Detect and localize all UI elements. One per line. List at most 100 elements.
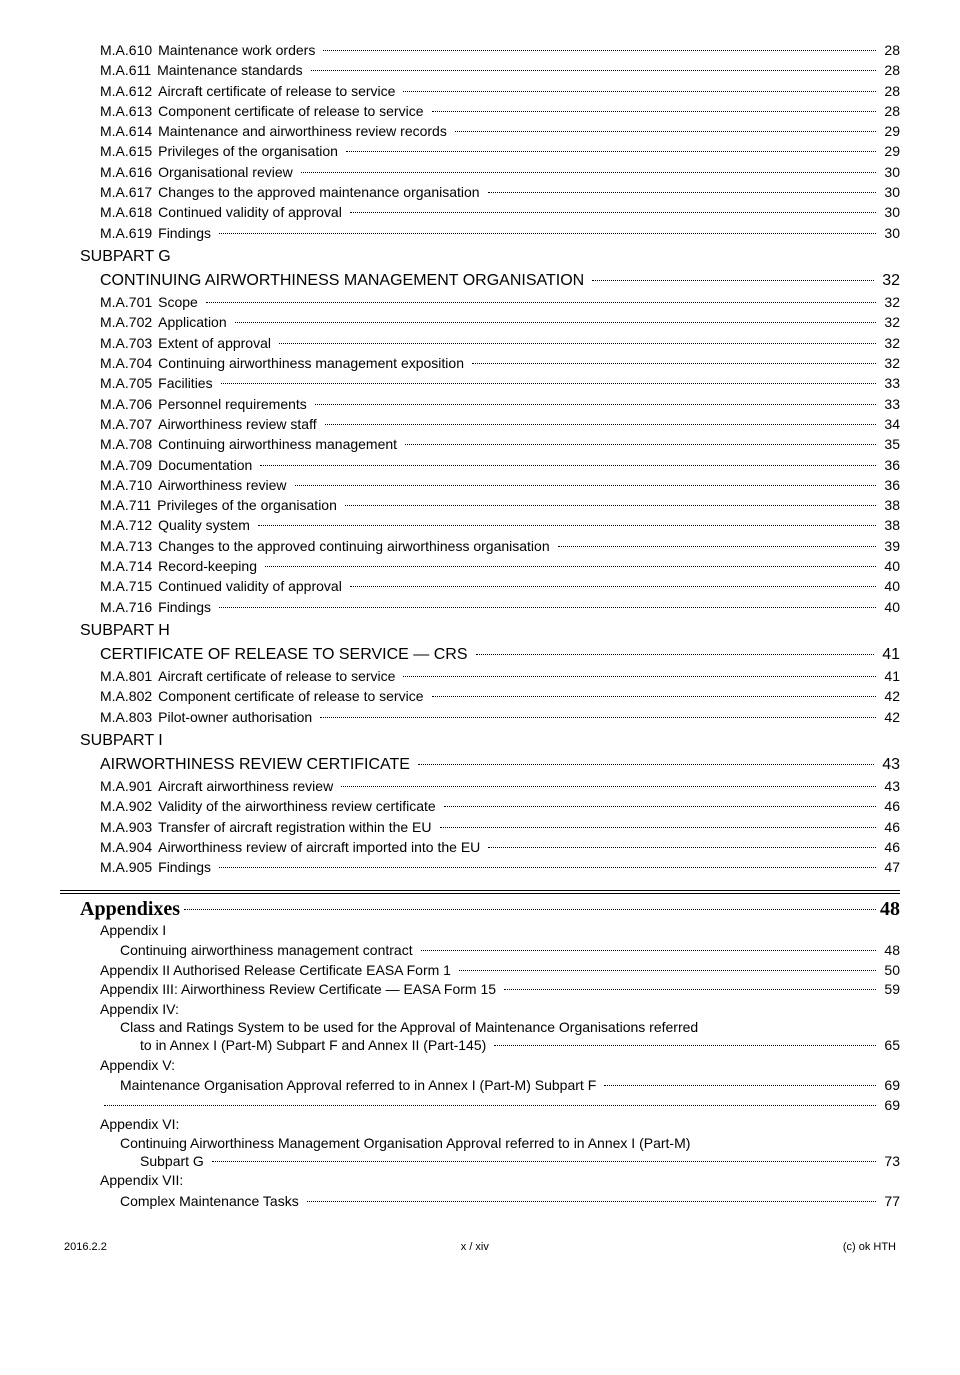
toc-item: M.A.905Findings47: [60, 857, 900, 877]
appendix-heading: Appendix IV:: [60, 1000, 900, 1020]
toc-code: M.A.703: [100, 333, 158, 353]
toc-code: M.A.708: [100, 434, 158, 454]
toc-leader: [455, 131, 877, 132]
toc-item: M.A.706Personnel requirements33: [60, 394, 900, 414]
toc-item: M.A.714Record-keeping40: [60, 556, 900, 576]
toc-item: M.A.618Continued validity of approval30: [60, 202, 900, 222]
toc-code: M.A.617: [100, 182, 158, 202]
toc-item: M.A.711Privileges of the organisation38: [60, 495, 900, 515]
toc-page: 39: [880, 536, 900, 556]
toc-code: M.A.707: [100, 414, 158, 434]
toc-label: Component certificate of release to serv…: [158, 686, 427, 706]
toc-page: 77: [880, 1191, 900, 1211]
toc-page: 33: [880, 394, 900, 414]
appendix-subline: Maintenance Organisation Approval referr…: [60, 1075, 900, 1095]
toc-leader: [403, 91, 876, 92]
toc-leader: [432, 111, 877, 112]
toc-label: Findings: [158, 223, 215, 243]
toc-leader: [350, 212, 877, 213]
toc-page: 30: [880, 223, 900, 243]
toc-page: 29: [880, 141, 900, 161]
appendixes-section: Appendixes48Appendix IContinuing airwort…: [60, 890, 900, 1211]
toc-leader: [212, 1161, 877, 1162]
toc-code: M.A.905: [100, 857, 158, 877]
toc-code: M.A.704: [100, 353, 158, 373]
toc-code: M.A.711: [100, 495, 157, 515]
toc-page: 43: [878, 753, 900, 776]
toc-label: Personnel requirements: [158, 394, 311, 414]
toc-item: M.A.611Maintenance standards28: [60, 60, 900, 80]
footer-right: (c) ok HTH: [843, 1241, 896, 1253]
appendix-wrapped-end: to in Annex I (Part-M) Subpart F and Ann…: [60, 1035, 900, 1055]
toc-code: M.A.614: [100, 121, 158, 141]
toc-page: 36: [880, 455, 900, 475]
toc-code: M.A.710: [100, 475, 158, 495]
appendix-subline: Complex Maintenance Tasks77: [60, 1191, 900, 1211]
toc-page: 36: [880, 475, 900, 495]
toc-page: 28: [880, 101, 900, 121]
toc-label: Subpart G: [140, 1151, 208, 1171]
toc-page: 40: [880, 576, 900, 596]
toc-page: 32: [880, 312, 900, 332]
toc-code: M.A.702: [100, 312, 158, 332]
appendix-heading: Appendix I: [60, 921, 900, 941]
toc-page: 42: [880, 686, 900, 706]
toc-item: M.A.901Aircraft airworthiness review43: [60, 776, 900, 796]
toc-page: 43: [880, 776, 900, 796]
toc-page: 30: [880, 182, 900, 202]
table-of-contents: M.A.610Maintenance work orders28M.A.611M…: [60, 40, 900, 878]
toc-label: Continued validity of approval: [158, 202, 346, 222]
subpart-title: CONTINUING AIRWORTHINESS MANAGEMENT ORGA…: [60, 269, 900, 292]
subpart-heading: SUBPART G: [60, 245, 900, 269]
toc-code: M.A.613: [100, 101, 158, 121]
toc-page: 40: [880, 556, 900, 576]
toc-leader: [504, 989, 876, 990]
toc-leader: [432, 696, 877, 697]
appendix-dots-only: 69: [60, 1096, 900, 1116]
toc-leader: [405, 444, 876, 445]
appendix-wrapped-text: Continuing Airworthiness Management Orga…: [60, 1135, 900, 1151]
appendixes-header: Appendixes48: [60, 898, 900, 921]
toc-leader: [279, 343, 876, 344]
toc-page: 69: [880, 1096, 900, 1116]
toc-code: M.A.713: [100, 536, 158, 556]
toc-leader: [403, 676, 876, 677]
toc-item: M.A.801Aircraft certificate of release t…: [60, 666, 900, 686]
toc-label: Record-keeping: [158, 556, 261, 576]
toc-label: Component certificate of release to serv…: [158, 101, 427, 121]
toc-page: 32: [878, 269, 900, 292]
toc-leader: [219, 233, 876, 234]
toc-page: 30: [880, 202, 900, 222]
toc-label: Pilot-owner authorisation: [158, 707, 316, 727]
toc-item: M.A.613Component certificate of release …: [60, 101, 900, 121]
toc-leader: [604, 1085, 876, 1086]
toc-item: M.A.710Airworthiness review 36: [60, 475, 900, 495]
appendix-heading: Appendix V:: [60, 1056, 900, 1076]
toc-leader: [104, 1105, 876, 1106]
toc-page: 42: [880, 707, 900, 727]
toc-page: 46: [880, 837, 900, 857]
toc-label: Transfer of aircraft registration within…: [158, 817, 435, 837]
appendix-subline: Continuing airworthiness management cont…: [60, 940, 900, 960]
toc-page: 28: [880, 60, 900, 80]
toc-leader: [421, 950, 877, 951]
appendix-line: Appendix III: Airworthiness Review Certi…: [60, 980, 900, 1000]
toc-page: 34: [880, 414, 900, 434]
subpart-title: CERTIFICATE OF RELEASE TO SERVICE — CRS4…: [60, 643, 900, 666]
toc-item: M.A.704Continuing airworthiness manageme…: [60, 353, 900, 373]
toc-label: Extent of approval: [158, 333, 275, 353]
toc-item: M.A.708Continuing airworthiness manageme…: [60, 434, 900, 454]
toc-label: Airworthiness review staff: [158, 414, 320, 434]
toc-leader: [206, 302, 877, 303]
toc-leader: [315, 404, 877, 405]
toc-label: Continuing airworthiness management expo…: [158, 353, 468, 373]
toc-label: Appendix III: Airworthiness Review Certi…: [100, 980, 500, 1000]
toc-label: Airworthiness review: [158, 475, 290, 495]
toc-leader: [184, 909, 876, 910]
toc-code: M.A.615: [100, 141, 158, 161]
toc-page: 41: [878, 643, 900, 666]
toc-code: M.A.904: [100, 837, 158, 857]
toc-label: Documentation: [158, 455, 256, 475]
toc-code: M.A.705: [100, 373, 158, 393]
toc-code: M.A.619: [100, 223, 158, 243]
